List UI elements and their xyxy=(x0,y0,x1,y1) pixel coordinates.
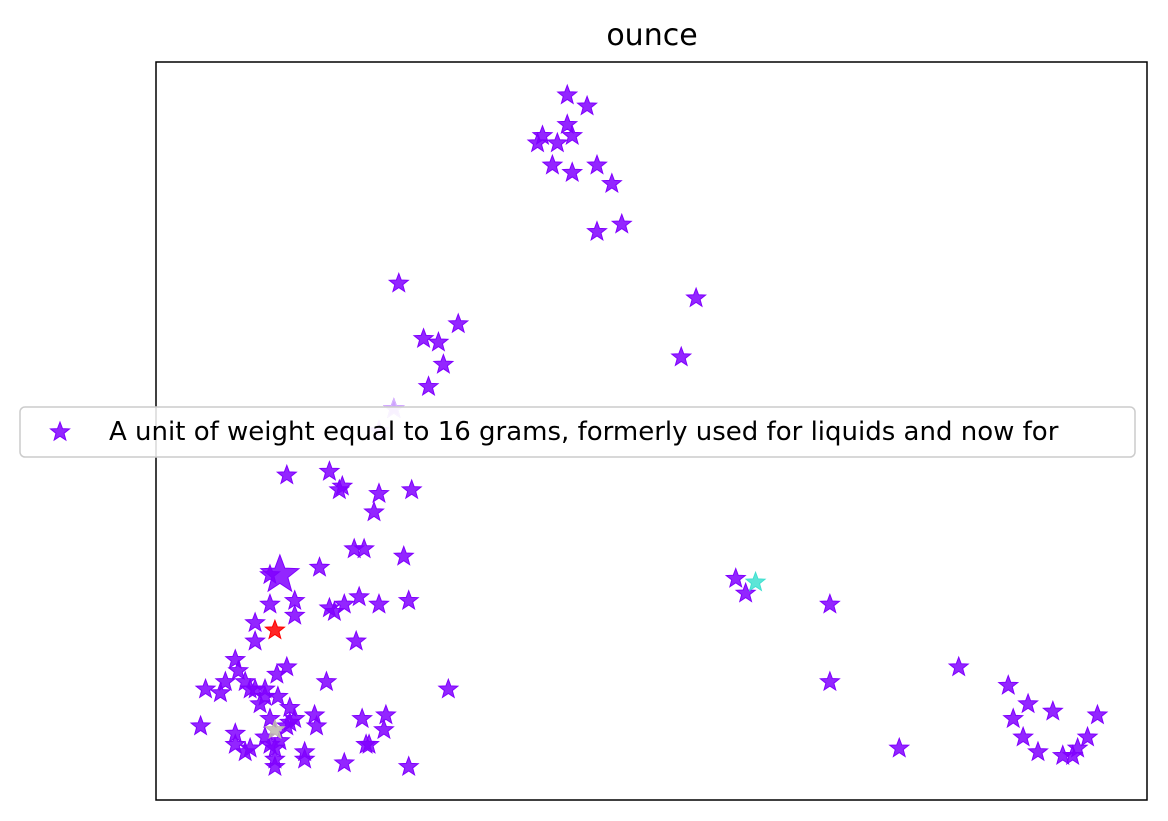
scatter-point xyxy=(586,220,608,241)
chart-title: ounce xyxy=(606,18,697,53)
scatter-point xyxy=(368,482,390,503)
scatter-point xyxy=(259,593,281,614)
scatter-point xyxy=(586,153,608,175)
highlighted-point xyxy=(259,553,301,593)
scatter-point xyxy=(1051,744,1074,765)
scatter-point xyxy=(264,755,286,777)
highlighted-point xyxy=(744,570,767,592)
scatter-point xyxy=(333,751,356,773)
scatter-point xyxy=(734,581,757,603)
scatter-point xyxy=(323,600,346,622)
scatter-point xyxy=(397,755,420,777)
scatter-point xyxy=(561,161,584,182)
scatter-point xyxy=(387,271,410,293)
scatter-point xyxy=(227,659,250,681)
scatter-point xyxy=(348,585,371,607)
scatter-point xyxy=(432,353,455,374)
scatter-point xyxy=(997,674,1020,695)
scatter-point xyxy=(209,681,232,703)
scatter-point xyxy=(685,286,707,308)
scatter-point xyxy=(278,711,301,732)
scatter-point xyxy=(1076,725,1099,747)
highlighted-point xyxy=(264,718,286,740)
scatter-point xyxy=(267,685,289,706)
scatter-point xyxy=(576,94,598,116)
scatter-point xyxy=(275,463,298,485)
scatter-point xyxy=(353,537,375,559)
scatter-point xyxy=(259,707,281,729)
scatter-point xyxy=(345,629,368,651)
scatter-point xyxy=(318,460,341,481)
scatter-point xyxy=(224,648,247,670)
legend-marker xyxy=(49,420,71,442)
scatter-point xyxy=(189,714,212,736)
scatter-point xyxy=(244,629,266,651)
scatter-point xyxy=(610,212,633,234)
scatter-point xyxy=(400,478,423,500)
highlighted-point xyxy=(264,618,286,640)
scatter-point xyxy=(293,747,316,769)
scatter-point xyxy=(947,655,970,677)
scatter-point xyxy=(1027,740,1049,762)
scatter-point xyxy=(417,375,440,396)
scatter-point xyxy=(1086,703,1109,725)
scatter-point xyxy=(397,589,420,610)
scatter-point xyxy=(283,604,306,625)
scatter-point xyxy=(437,677,460,699)
scatter-point xyxy=(244,611,266,633)
scatter-point xyxy=(561,124,584,146)
scatter-point xyxy=(546,131,569,153)
legend-star-icon xyxy=(49,420,71,442)
scatter-point xyxy=(194,677,217,699)
scatter-point xyxy=(264,736,286,758)
legend: A unit of weight equal to 16 grams, form… xyxy=(19,406,1136,458)
scatter-point xyxy=(363,500,385,522)
scatter-point xyxy=(670,345,693,367)
scatter-point xyxy=(351,707,373,729)
scatter-point xyxy=(392,545,415,566)
scatter-point xyxy=(556,113,579,134)
scatter-point xyxy=(249,692,271,714)
scatter-point xyxy=(303,703,326,725)
data-points xyxy=(189,83,1109,777)
scatter-point xyxy=(266,663,288,684)
scatter-point xyxy=(427,331,450,352)
scatter-point xyxy=(819,670,841,692)
scatter-point xyxy=(308,556,331,577)
scatter-point xyxy=(1041,700,1064,721)
scatter-point xyxy=(214,670,237,692)
scatter-point xyxy=(358,733,380,754)
scatter-point xyxy=(541,153,564,175)
scatter-point xyxy=(819,593,841,614)
scatter-point xyxy=(447,312,470,334)
scatter-point xyxy=(328,478,351,500)
scatter-point xyxy=(724,567,747,588)
scatter-point xyxy=(373,718,395,740)
scatter-point xyxy=(412,327,435,348)
legend-box xyxy=(19,406,1136,458)
scatter-point xyxy=(526,131,549,153)
scatter-point xyxy=(375,703,397,725)
scatter-point xyxy=(1017,692,1039,714)
scatter-point xyxy=(315,670,338,692)
scatter-point xyxy=(1012,725,1034,747)
scatter-point xyxy=(556,83,579,105)
legend-label: A unit of weight equal to 16 grams, form… xyxy=(109,417,1059,447)
scatter-point xyxy=(234,740,257,762)
scatter-point xyxy=(368,593,390,614)
scatter-point xyxy=(600,172,623,194)
scatter-point xyxy=(1002,707,1025,729)
scatter-point xyxy=(888,736,911,758)
